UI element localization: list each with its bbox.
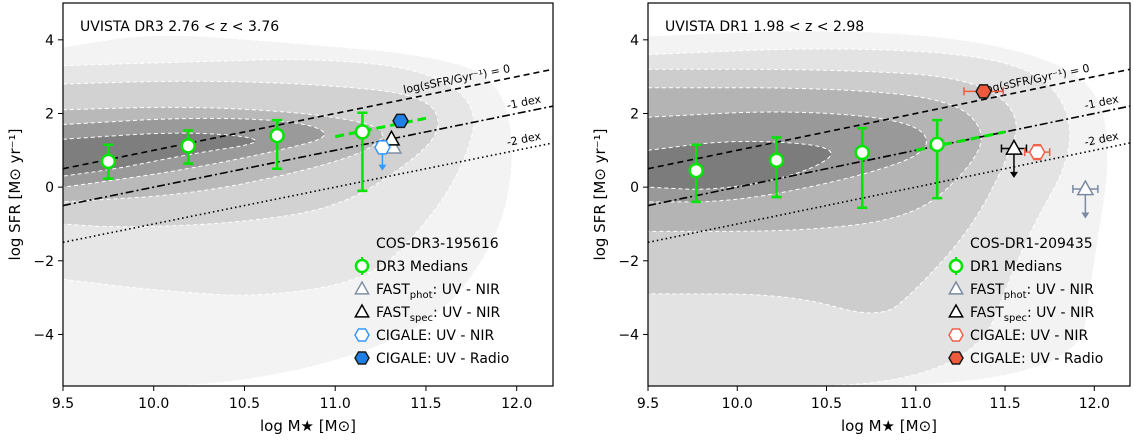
y-tick-label: 4: [630, 33, 639, 49]
x-tick-label: 10.5: [229, 396, 260, 412]
reference-line-dashed: [63, 68, 553, 170]
point-cigale-uv-nir: [1028, 144, 1046, 160]
median-point: [768, 152, 785, 169]
median-point: [688, 162, 704, 179]
legend-label-subscript: spec: [1004, 313, 1027, 324]
legend-marker-hexagon-open: [354, 328, 370, 342]
legend-label-subscript: phot: [1004, 290, 1027, 301]
legend-marker-triangle: [354, 280, 370, 295]
legend-marker-hexagon-filled: [948, 351, 964, 365]
x-tick-label: 10.0: [138, 396, 169, 412]
legend-label-main: FAST: [970, 305, 1004, 321]
x-tick-label: 12.0: [501, 396, 532, 412]
legend-label-rest: : UV - NIR: [433, 305, 501, 321]
legend-marker-triangle: [354, 303, 370, 318]
median-point: [180, 138, 196, 154]
legend-label-subscript: spec: [410, 313, 433, 324]
median-point: [854, 144, 870, 161]
legend-label-rest: : UV - NIR: [1027, 305, 1095, 321]
axes-frame: [62, 2, 554, 387]
legend-label-rest: : UV - NIR: [1027, 282, 1095, 298]
point-fast-spec-uv-nir: [382, 129, 401, 146]
reference-line-dotted: [648, 142, 1130, 244]
point-fast-spec-uv-nir: [1005, 138, 1023, 155]
x-tick-label: 9.5: [637, 396, 659, 412]
y-tick-label: −2: [618, 254, 639, 270]
plot-area: log(sSFR/Gyr⁻¹) = 0-1 dex-2 dex: [63, 35, 553, 386]
legend-label-rest: : UV - NIR: [433, 282, 501, 298]
legend-marker-triangle: [948, 280, 964, 295]
panel-title: UVISTA DR1 1.98 < z < 2.98: [665, 19, 864, 35]
y-axis-label: log SFR [M⊙ yr⁻¹]: [6, 129, 24, 261]
legend-label: CIGALE: UV - NIR: [970, 328, 1089, 344]
upper-limit-arrowhead: [1009, 171, 1018, 178]
x-tick-label: 11.5: [989, 396, 1020, 412]
x-tick-label: 9.5: [52, 396, 74, 412]
legend-label: FASTspec: UV - NIR: [970, 305, 1095, 324]
reference-line-dashdot: [648, 105, 1130, 207]
median-fit-segment: [334, 116, 427, 139]
median-point: [269, 127, 285, 144]
legend-label-main: FAST: [376, 282, 410, 298]
median-point: [929, 136, 945, 153]
point-cigale-uv-nir: [374, 140, 391, 155]
legend-marker-triangle: [948, 303, 964, 318]
panel-1: log(sSFR/Gyr⁻¹) = 0-1 dex-2 dex 9.5 10.0 10…: [6, 2, 554, 435]
x-tick-label: 11.0: [900, 396, 931, 412]
legend-object-name: COS-DR1-209435: [970, 236, 1093, 252]
y-tick-label: −4: [618, 327, 639, 343]
legend-label: CIGALE: UV - NIR: [376, 328, 495, 344]
legend-label: CIGALE: UV - Radio: [970, 351, 1103, 367]
legend-label: FASTphot: UV - NIR: [970, 282, 1094, 301]
legend-label: FASTspec: UV - NIR: [376, 305, 501, 324]
x-axis-label: log M★ [M⊙]: [841, 417, 937, 435]
point-cigale-uv-radio: [975, 84, 992, 99]
point-cigale-uv-radio: [392, 113, 409, 129]
median-point: [100, 153, 117, 170]
legend-marker-hexagon-filled: [354, 351, 370, 365]
legend-marker-median: [354, 258, 370, 274]
y-tick-label: −4: [33, 327, 54, 343]
x-tick-label: 12.0: [1079, 396, 1110, 412]
legend-object-name: COS-DR3-195616: [376, 236, 499, 252]
y-tick-label: −2: [33, 254, 54, 270]
y-tick-label: 2: [45, 106, 54, 122]
legend-marker-median: [948, 258, 964, 274]
legend-label: DR1 Medians: [970, 259, 1062, 275]
reference-line-dashdot: [63, 105, 553, 207]
legend-label: CIGALE: UV - Radio: [376, 351, 509, 367]
x-tick-label: 11.5: [410, 396, 441, 412]
upper-limit-arrowhead: [1081, 212, 1090, 219]
legend-label: DR3 Medians: [376, 259, 468, 275]
plot-area: log(sSFR/Gyr⁻¹) = 0-1 dex-2 dex: [648, 30, 1130, 386]
y-tick-label: 0: [630, 180, 639, 196]
reference-line-dashed: [648, 68, 1130, 170]
median-point: [354, 124, 371, 140]
x-tick-label: 10.5: [811, 396, 842, 412]
point-fast-phot-uv-nir: [1076, 179, 1095, 196]
y-tick-label: 0: [45, 180, 54, 196]
axes-frame: [647, 2, 1131, 387]
x-tick-label: 10.0: [722, 396, 753, 412]
legend-label: FASTphot: UV - NIR: [376, 282, 500, 301]
y-tick-label: 4: [45, 33, 54, 49]
legend-label-subscript: phot: [410, 290, 433, 301]
x-axis-label: log M★ [M⊙]: [260, 417, 356, 435]
legend-marker-hexagon-open: [948, 328, 964, 342]
legend-label-main: FAST: [970, 282, 1004, 298]
y-tick-label: 2: [630, 106, 639, 122]
upper-limit-arrowhead: [378, 164, 387, 171]
panel-title: UVISTA DR3 2.76 < z < 3.76: [80, 19, 279, 35]
legend-label-main: FAST: [376, 305, 410, 321]
panel-2: log(sSFR/Gyr⁻¹) = 0-1 dex-2 dex 9.5 10.0 10…: [591, 2, 1131, 435]
x-tick-label: 11.0: [320, 396, 351, 412]
y-axis-label: log SFR [M⊙ yr⁻¹]: [591, 129, 609, 261]
